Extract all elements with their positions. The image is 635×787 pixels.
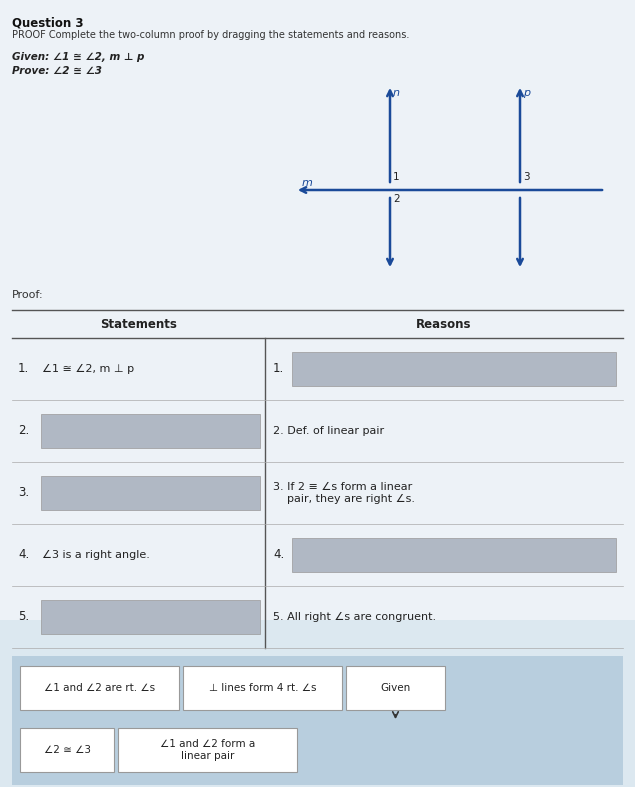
FancyBboxPatch shape xyxy=(41,414,260,448)
Text: 4.: 4. xyxy=(273,549,284,561)
Text: 4.: 4. xyxy=(18,549,29,561)
FancyBboxPatch shape xyxy=(41,476,260,510)
Text: Statements: Statements xyxy=(100,317,177,331)
Text: Proof:: Proof: xyxy=(12,290,44,300)
Text: 2: 2 xyxy=(393,194,399,204)
FancyBboxPatch shape xyxy=(292,352,616,386)
FancyBboxPatch shape xyxy=(346,666,445,710)
FancyBboxPatch shape xyxy=(118,728,297,772)
Text: ∠1 ≅ ∠2, m ⊥ p: ∠1 ≅ ∠2, m ⊥ p xyxy=(42,364,134,374)
Text: 1.: 1. xyxy=(18,363,29,375)
Text: ∠2 ≅ ∠3: ∠2 ≅ ∠3 xyxy=(44,745,91,755)
Text: 5.: 5. xyxy=(18,611,29,623)
Text: ∠1 and ∠2 form a
linear pair: ∠1 and ∠2 form a linear pair xyxy=(160,739,255,761)
Text: Prove: ∠2 ≅ ∠3: Prove: ∠2 ≅ ∠3 xyxy=(12,66,102,76)
Text: 5. All right ∠s are congruent.: 5. All right ∠s are congruent. xyxy=(273,612,436,622)
Text: Reasons: Reasons xyxy=(417,317,472,331)
Text: 2. Def. of linear pair: 2. Def. of linear pair xyxy=(273,426,384,436)
Text: 1: 1 xyxy=(393,172,399,182)
FancyBboxPatch shape xyxy=(12,656,623,785)
Text: ⊥ lines form 4 rt. ∠s: ⊥ lines form 4 rt. ∠s xyxy=(209,683,316,693)
FancyBboxPatch shape xyxy=(292,538,616,572)
Text: n: n xyxy=(393,88,400,98)
Text: 3. If 2 ≡ ∠s form a linear
    pair, they are right ∠s.: 3. If 2 ≡ ∠s form a linear pair, they ar… xyxy=(273,482,415,504)
FancyBboxPatch shape xyxy=(20,666,179,710)
Text: Given: ∠1 ≅ ∠2, m ⊥ p: Given: ∠1 ≅ ∠2, m ⊥ p xyxy=(12,52,144,62)
FancyBboxPatch shape xyxy=(41,600,260,634)
Text: 3: 3 xyxy=(523,172,530,182)
Text: ∠3 is a right angle.: ∠3 is a right angle. xyxy=(42,550,150,560)
Text: Question 3: Question 3 xyxy=(12,16,83,29)
Text: 1.: 1. xyxy=(273,363,284,375)
Text: Given: Given xyxy=(380,683,411,693)
FancyBboxPatch shape xyxy=(0,0,635,620)
Text: PROOF Complete the two-column proof by dragging the statements and reasons.: PROOF Complete the two-column proof by d… xyxy=(12,30,410,40)
Text: p: p xyxy=(523,88,530,98)
Text: 3.: 3. xyxy=(18,486,29,500)
Text: ∠1 and ∠2 are rt. ∠s: ∠1 and ∠2 are rt. ∠s xyxy=(44,683,155,693)
Text: m: m xyxy=(302,178,313,188)
FancyBboxPatch shape xyxy=(20,728,114,772)
FancyBboxPatch shape xyxy=(183,666,342,710)
Text: 2.: 2. xyxy=(18,424,29,438)
